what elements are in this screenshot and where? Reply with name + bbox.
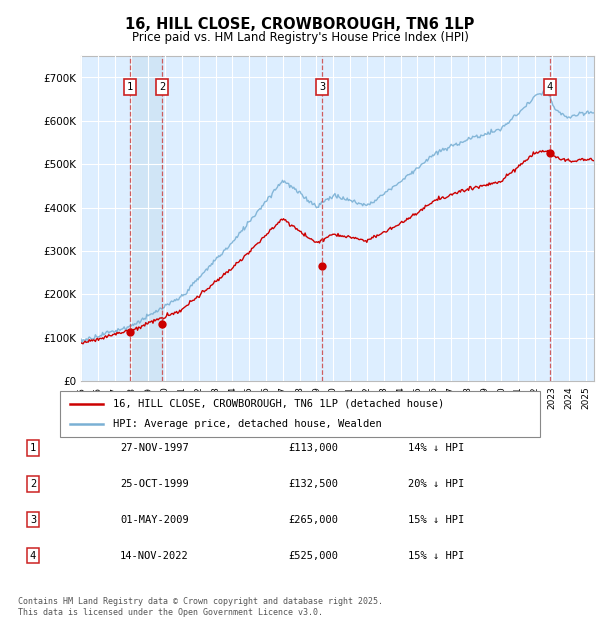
- Text: 16, HILL CLOSE, CROWBOROUGH, TN6 1LP: 16, HILL CLOSE, CROWBOROUGH, TN6 1LP: [125, 17, 475, 32]
- Text: 1: 1: [127, 82, 133, 92]
- Bar: [130, 56, 162, 381]
- Text: 15% ↓ HPI: 15% ↓ HPI: [408, 551, 464, 560]
- Text: 25-OCT-1999: 25-OCT-1999: [120, 479, 189, 489]
- Text: 4: 4: [547, 82, 553, 92]
- Text: 3: 3: [30, 515, 36, 525]
- Text: 3: 3: [319, 82, 325, 92]
- Text: HPI: Average price, detached house, Wealden: HPI: Average price, detached house, Weal…: [113, 419, 382, 429]
- Text: 14% ↓ HPI: 14% ↓ HPI: [408, 443, 464, 453]
- Text: Contains HM Land Registry data © Crown copyright and database right 2025.
This d: Contains HM Land Registry data © Crown c…: [18, 598, 383, 617]
- Text: £132,500: £132,500: [288, 479, 338, 489]
- Text: 2: 2: [30, 479, 36, 489]
- Text: 15% ↓ HPI: 15% ↓ HPI: [408, 515, 464, 525]
- Text: £113,000: £113,000: [288, 443, 338, 453]
- Text: £265,000: £265,000: [288, 515, 338, 525]
- Text: 4: 4: [30, 551, 36, 560]
- Text: 01-MAY-2009: 01-MAY-2009: [120, 515, 189, 525]
- Text: 20% ↓ HPI: 20% ↓ HPI: [408, 479, 464, 489]
- FancyBboxPatch shape: [60, 391, 540, 437]
- Text: Price paid vs. HM Land Registry's House Price Index (HPI): Price paid vs. HM Land Registry's House …: [131, 31, 469, 44]
- Text: 2: 2: [159, 82, 165, 92]
- Text: 1: 1: [30, 443, 36, 453]
- Text: 16, HILL CLOSE, CROWBOROUGH, TN6 1LP (detached house): 16, HILL CLOSE, CROWBOROUGH, TN6 1LP (de…: [113, 399, 444, 409]
- Text: £525,000: £525,000: [288, 551, 338, 560]
- Text: 27-NOV-1997: 27-NOV-1997: [120, 443, 189, 453]
- Text: 14-NOV-2022: 14-NOV-2022: [120, 551, 189, 560]
